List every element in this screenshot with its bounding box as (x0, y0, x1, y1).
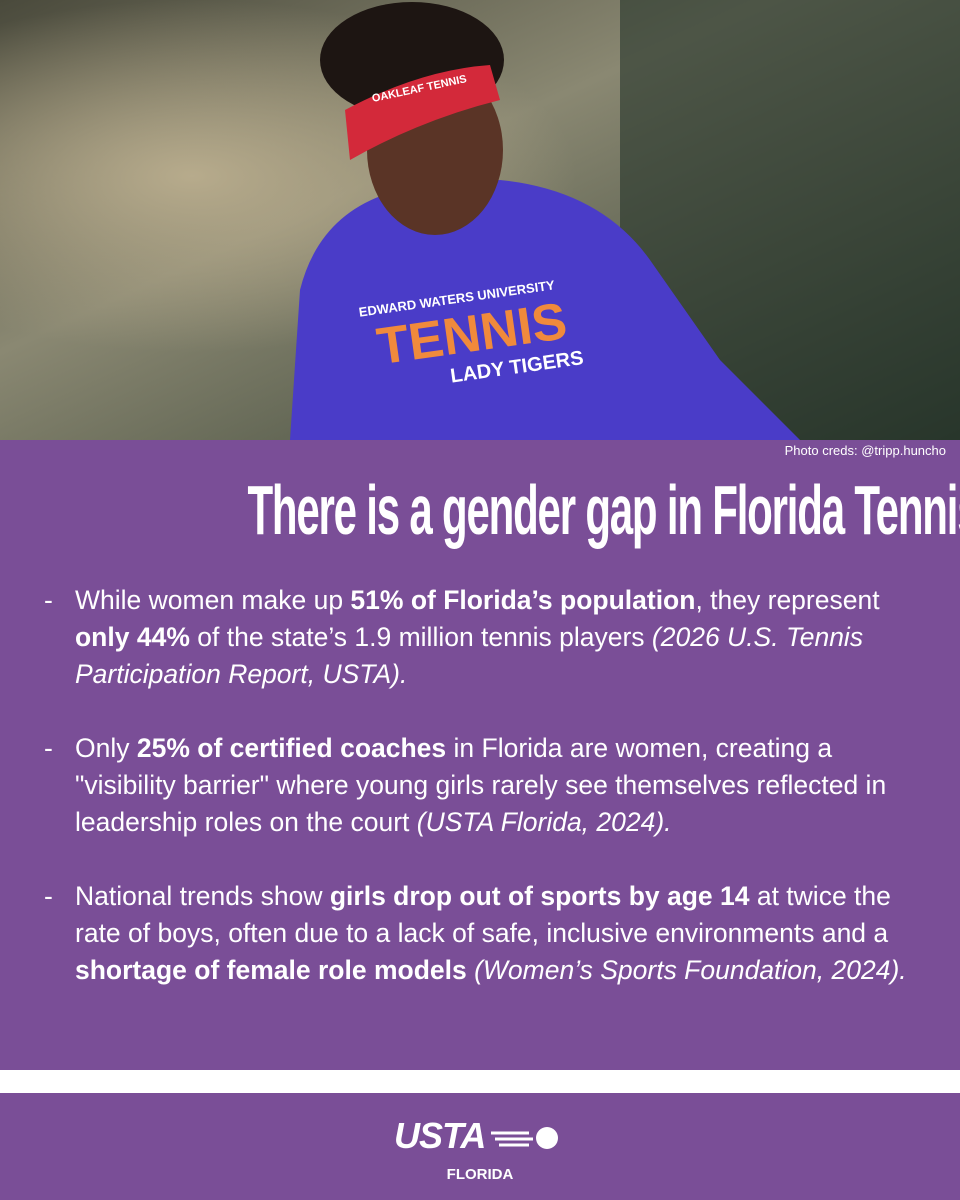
text-run: (2026 U.S. Tennis Participation Report, … (75, 622, 864, 689)
text-run: girls drop out of sports by age 14 (329, 881, 750, 911)
bullet-marker: - (44, 733, 53, 763)
text-run: 51% of Florida’s population (350, 585, 696, 615)
title: There is a gender gap in Florida Tennis. (247, 471, 960, 549)
text-run: While women make up (75, 585, 351, 615)
footer: USTA FLORIDA (0, 1093, 960, 1200)
photo-credit: Photo creds: @tripp.huncho (784, 443, 946, 458)
logo-ball (491, 1127, 559, 1150)
bullet: - While women make up 51% of Florida’s po… (44, 582, 924, 693)
logo-text: USTA (394, 1115, 486, 1156)
bullet-list: - While women make up 51% of Florida’s po… (44, 582, 924, 1026)
bullet-marker: - (44, 585, 53, 615)
text-run: shortage of female role models (75, 955, 467, 985)
text-run: only 44% (75, 622, 190, 652)
bullet-text: National trends show girls drop out of s… (75, 878, 924, 989)
logo-region: FLORIDA (446, 1166, 514, 1183)
logo: USTA (394, 1115, 561, 1157)
bullet-marker: - (44, 881, 53, 911)
text-run: (USTA Florida, 2024). (416, 807, 672, 837)
divider (0, 1070, 960, 1093)
text-run: (Women’s Sports Foundation, 2024). (466, 955, 907, 985)
photo: OAKLEAF TENNIS EDWARD WATERS UNIVERSITY … (0, 0, 960, 440)
text-run: National trends show (75, 881, 330, 911)
title-wrap: There is a gender gap in Florida Tennis. (0, 470, 960, 550)
bullet: - National trends show girls drop out of … (44, 878, 924, 989)
bullet: - Only 25% of certified coaches in Florid… (44, 730, 924, 841)
text-run: Only (75, 733, 137, 763)
shirt (290, 180, 800, 440)
bullet-text: While women make up 51% of Florida’s pop… (75, 582, 924, 693)
text-run: at twice the rate of boys, often due to … (75, 881, 891, 948)
text-run: in Florida are women, creating a "visibi… (75, 733, 887, 837)
text-run: , they represent (695, 585, 880, 615)
text-run: of the state’s 1.9 million tennis player… (189, 622, 652, 652)
bullet-text: Only 25% of certified coaches in Florida… (75, 730, 924, 841)
text-run: 25% of certified coaches (136, 733, 447, 763)
visor (345, 65, 500, 160)
